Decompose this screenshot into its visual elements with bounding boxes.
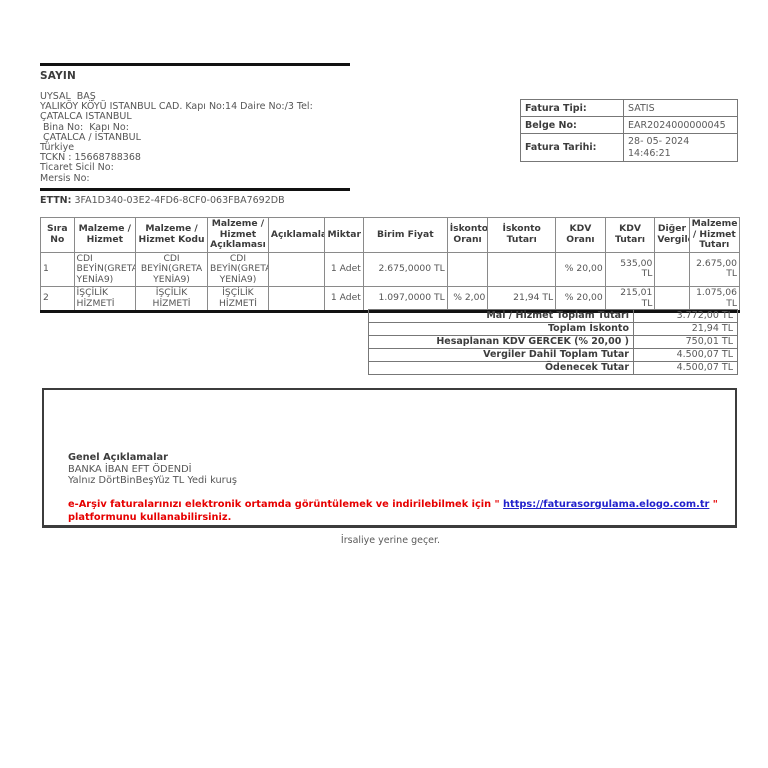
total-value: 750,01 TL xyxy=(633,335,738,349)
notes-heading: Genel Açıklamalar xyxy=(68,452,168,463)
total-row-with-taxes: Vergiler Dahil Toplam Tutar 4.500,07 TL xyxy=(368,348,738,362)
top-divider xyxy=(40,63,350,66)
recipient-heading: SAYIN xyxy=(40,70,76,82)
total-label: Toplam İskonto xyxy=(368,322,634,336)
header-sira-no: Sıra No xyxy=(40,217,75,253)
recipient-district: ÇATALCA / İSTANBUL xyxy=(40,131,141,143)
invoice-date: 28- 05- 2024 xyxy=(628,135,690,147)
invoice-date-value: 28- 05- 2024 14:46:21 xyxy=(623,133,738,162)
item-cell: 21,94 TL xyxy=(487,286,557,312)
items-header-row: Sıra No Malzeme / Hizmet Malzeme / Hizme… xyxy=(40,217,741,253)
general-notes-box: Genel Açıklamalar BANKA İBAN EFT ÖDENDİ … xyxy=(42,388,737,528)
header-kdv-orani: KDV Oranı xyxy=(555,217,606,253)
item-row-1: 1 CDI BEYİN(GRETA YENİA9) CDI BEYİN(GRET… xyxy=(40,251,741,287)
bottom-divider xyxy=(40,187,350,191)
header-miktar: Miktar xyxy=(324,217,364,253)
invoice-date-row: Fatura Tarihi: 28- 05- 2024 14:46:21 xyxy=(520,133,738,162)
notes-payment-line: BANKA İBAN EFT ÖDENDİ xyxy=(68,463,192,475)
total-row-goods: Mal / Hizmet Toplam Tutarı 3.772,00 TL xyxy=(368,309,738,323)
recipient-country: Türkiye xyxy=(40,142,75,154)
total-row-vat: Hesaplanan KDV GERCEK (% 20,00 ) 750,01 … xyxy=(368,335,738,349)
header-diger-vergiler: Diğer Vergiler xyxy=(654,217,690,253)
header-malzeme-aciklamasi: Malzeme / Hizmet Açıklaması xyxy=(207,217,269,253)
recipient-name: UYSAL BAŞ xyxy=(40,91,96,102)
item-cell: % 20,00 xyxy=(555,251,606,287)
ettn-line: ETTN: 3FA1D340-03E2-4FD6-8CF0-063FBA7692… xyxy=(40,195,350,206)
item-cell: 1.097,0000 TL xyxy=(362,286,448,312)
item-cell xyxy=(267,251,326,287)
header-iskonto-tutari: İskonto Tutarı xyxy=(487,217,557,253)
total-row-discount: Toplam İskonto 21,94 TL xyxy=(368,322,738,336)
invoice-date-label: Fatura Tarihi: xyxy=(520,133,624,162)
recipient-mersis: Mersis No: xyxy=(40,172,90,184)
item-cell xyxy=(446,251,489,287)
totals-table: Mal / Hizmet Toplam Tutarı 3.772,00 TL T… xyxy=(368,309,738,375)
invoice-time: 14:46:21 xyxy=(628,147,671,159)
item-cell: İŞÇİLİK HİZMETİ xyxy=(73,286,137,312)
header-kdv-tutari: KDV Tutarı xyxy=(604,217,656,253)
recipient-section: SAYIN UYSAL BAŞ YALIKÖY KÖYÜ ISTANBUL CA… xyxy=(40,63,350,206)
total-label: Ödenecek Tutar xyxy=(368,361,634,375)
notes-amount-in-words: Yalnız DörtBinBeşYüz TL Yedi kuruş xyxy=(68,475,238,486)
invoice-info-table: Fatura Tipi: SATIS Belge No: EAR20240000… xyxy=(520,99,738,162)
total-label: Vergiler Dahil Toplam Tutar xyxy=(368,348,634,362)
header-iskonto-orani: İskonto Oranı xyxy=(446,217,489,253)
item-cell: % 20,00 xyxy=(555,286,606,312)
recipient-building: Bina No: Kapı No: xyxy=(40,121,129,133)
total-label: Mal / Hizmet Toplam Tutarı xyxy=(368,309,634,323)
item-cell: CDI BEYİN(GRETA YENİA9) xyxy=(73,251,137,287)
invoice-type-value: SATIS xyxy=(623,99,738,117)
recipient-city: ÇATALCA ISTANBUL xyxy=(40,111,132,123)
item-row-2: 2 İŞÇİLİK HİZMETİ İŞÇİLİK HİZMETİ İŞÇİLİ… xyxy=(40,286,741,312)
recipient-street: YALIKÖY KÖYÜ ISTANBUL CAD. Kapı No:14 Da… xyxy=(40,101,313,113)
recipient-address: UYSAL BAŞ YALIKÖY KÖYÜ ISTANBUL CAD. Kap… xyxy=(40,91,350,184)
total-row-payable: Ödenecek Tutar 4.500,07 TL xyxy=(368,361,738,375)
line-items-table: Sıra No Malzeme / Hizmet Malzeme / Hizme… xyxy=(40,217,741,313)
item-cell: İŞÇİLİK HİZMETİ xyxy=(207,286,269,312)
document-no-row: Belge No: EAR2024000000045 xyxy=(520,116,738,134)
earsiv-notice-text-after: " platformunu kullanabilirsiniz. xyxy=(68,498,718,523)
ettn-label: ETTN: xyxy=(40,194,72,206)
item-cell xyxy=(654,251,690,287)
header-malzeme-kodu: Malzeme / Hizmet Kodu xyxy=(135,217,209,253)
header-malzeme-tutari: Malzeme / Hizmet Tutarı xyxy=(688,217,741,253)
item-cell: 2.675,00 TL xyxy=(688,251,741,287)
invoice-type-label: Fatura Tipi: xyxy=(520,99,624,117)
item-cell xyxy=(267,286,326,312)
item-cell: 1 Adet xyxy=(324,251,364,287)
total-value: 21,94 TL xyxy=(633,322,738,336)
recipient-trade-registry: Ticaret Sicil No: xyxy=(40,162,114,174)
general-notes-content: Genel Açıklamalar BANKA İBAN EFT ÖDENDİ … xyxy=(68,452,735,524)
earsiv-notice-text-before: e-Arşiv faturalarınızı elektronik ortamd… xyxy=(68,498,504,510)
header-malzeme-hizmet: Malzeme / Hizmet xyxy=(73,217,137,253)
invoice-type-row: Fatura Tipi: SATIS xyxy=(520,99,738,117)
document-no-value: EAR2024000000045 xyxy=(623,116,738,134)
item-cell xyxy=(654,286,690,312)
total-value: 4.500,07 TL xyxy=(633,361,738,375)
item-cell xyxy=(487,251,557,287)
item-cell: % 2,00 xyxy=(446,286,489,312)
fatura-sorgulama-link[interactable]: https://faturasorgulama.elogo.com.tr xyxy=(503,498,710,510)
item-cell: 215,01 TL xyxy=(604,286,656,312)
item-cell: 1 xyxy=(40,251,75,287)
ettn-value: 3FA1D340-03E2-4FD6-8CF0-063FBA7692DB xyxy=(74,194,285,206)
header-aciklamalar: Açıklamalar xyxy=(267,217,326,253)
recipient-tckn: TCKN : 15668788368 xyxy=(40,152,141,164)
total-value: 3.772,00 TL xyxy=(633,309,738,323)
item-cell: CDI BEYİN(GRETA YENİA9) xyxy=(207,251,269,287)
item-cell: İŞÇİLİK HİZMETİ xyxy=(135,286,209,312)
item-cell: 535,00 TL xyxy=(604,251,656,287)
header-birim-fiyat: Birim Fiyat xyxy=(362,217,448,253)
total-label: Hesaplanan KDV GERCEK (% 20,00 ) xyxy=(368,335,634,349)
waybill-note: İrsaliye yerine geçer. xyxy=(340,535,441,546)
item-cell: 1.075,06 TL xyxy=(688,286,741,312)
item-cell: 2 xyxy=(40,286,75,312)
earsiv-notice: e-Arşiv faturalarınızı elektronik ortamd… xyxy=(68,498,723,524)
total-value: 4.500,07 TL xyxy=(633,348,738,362)
item-cell: CDI BEYİN(GRETA YENİA9) xyxy=(135,251,209,287)
document-no-label: Belge No: xyxy=(520,116,624,134)
item-cell: 1 Adet xyxy=(324,286,364,312)
item-cell: 2.675,0000 TL xyxy=(362,251,448,287)
